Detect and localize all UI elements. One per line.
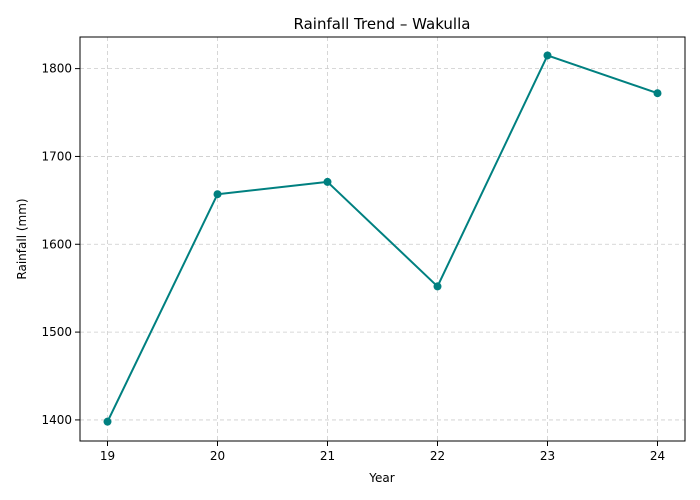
data-point	[433, 282, 442, 291]
data-point	[653, 89, 662, 98]
x-tick-label: 22	[430, 449, 445, 463]
y-axis-ticks: 1400 1500 1600 1700 1800	[41, 62, 80, 427]
x-tick-label: 23	[540, 449, 555, 463]
grid-lines	[80, 37, 685, 441]
chart-title: Rainfall Trend – Wakulla	[294, 15, 471, 33]
y-tick-label: 1400	[41, 413, 72, 427]
x-tick-label: 24	[650, 449, 665, 463]
y-axis-label: Rainfall (mm)	[15, 198, 29, 279]
plot-frame	[79, 36, 686, 442]
data-point	[213, 190, 222, 199]
y-tick-label: 1800	[41, 62, 72, 76]
y-tick-label: 1500	[41, 325, 72, 339]
series-line	[106, 54, 658, 423]
x-axis-label: Year	[368, 471, 394, 485]
x-tick-label: 20	[210, 449, 225, 463]
data-series	[103, 51, 662, 426]
y-tick-label: 1700	[41, 149, 72, 163]
y-tick-label: 1600	[41, 237, 72, 251]
x-tick-label: 21	[320, 449, 335, 463]
x-tick-label: 19	[100, 449, 115, 463]
data-point	[103, 417, 112, 426]
data-point	[323, 177, 332, 186]
x-axis-ticks: 19 20 21 22 23 24	[100, 441, 665, 463]
data-point	[543, 51, 552, 60]
